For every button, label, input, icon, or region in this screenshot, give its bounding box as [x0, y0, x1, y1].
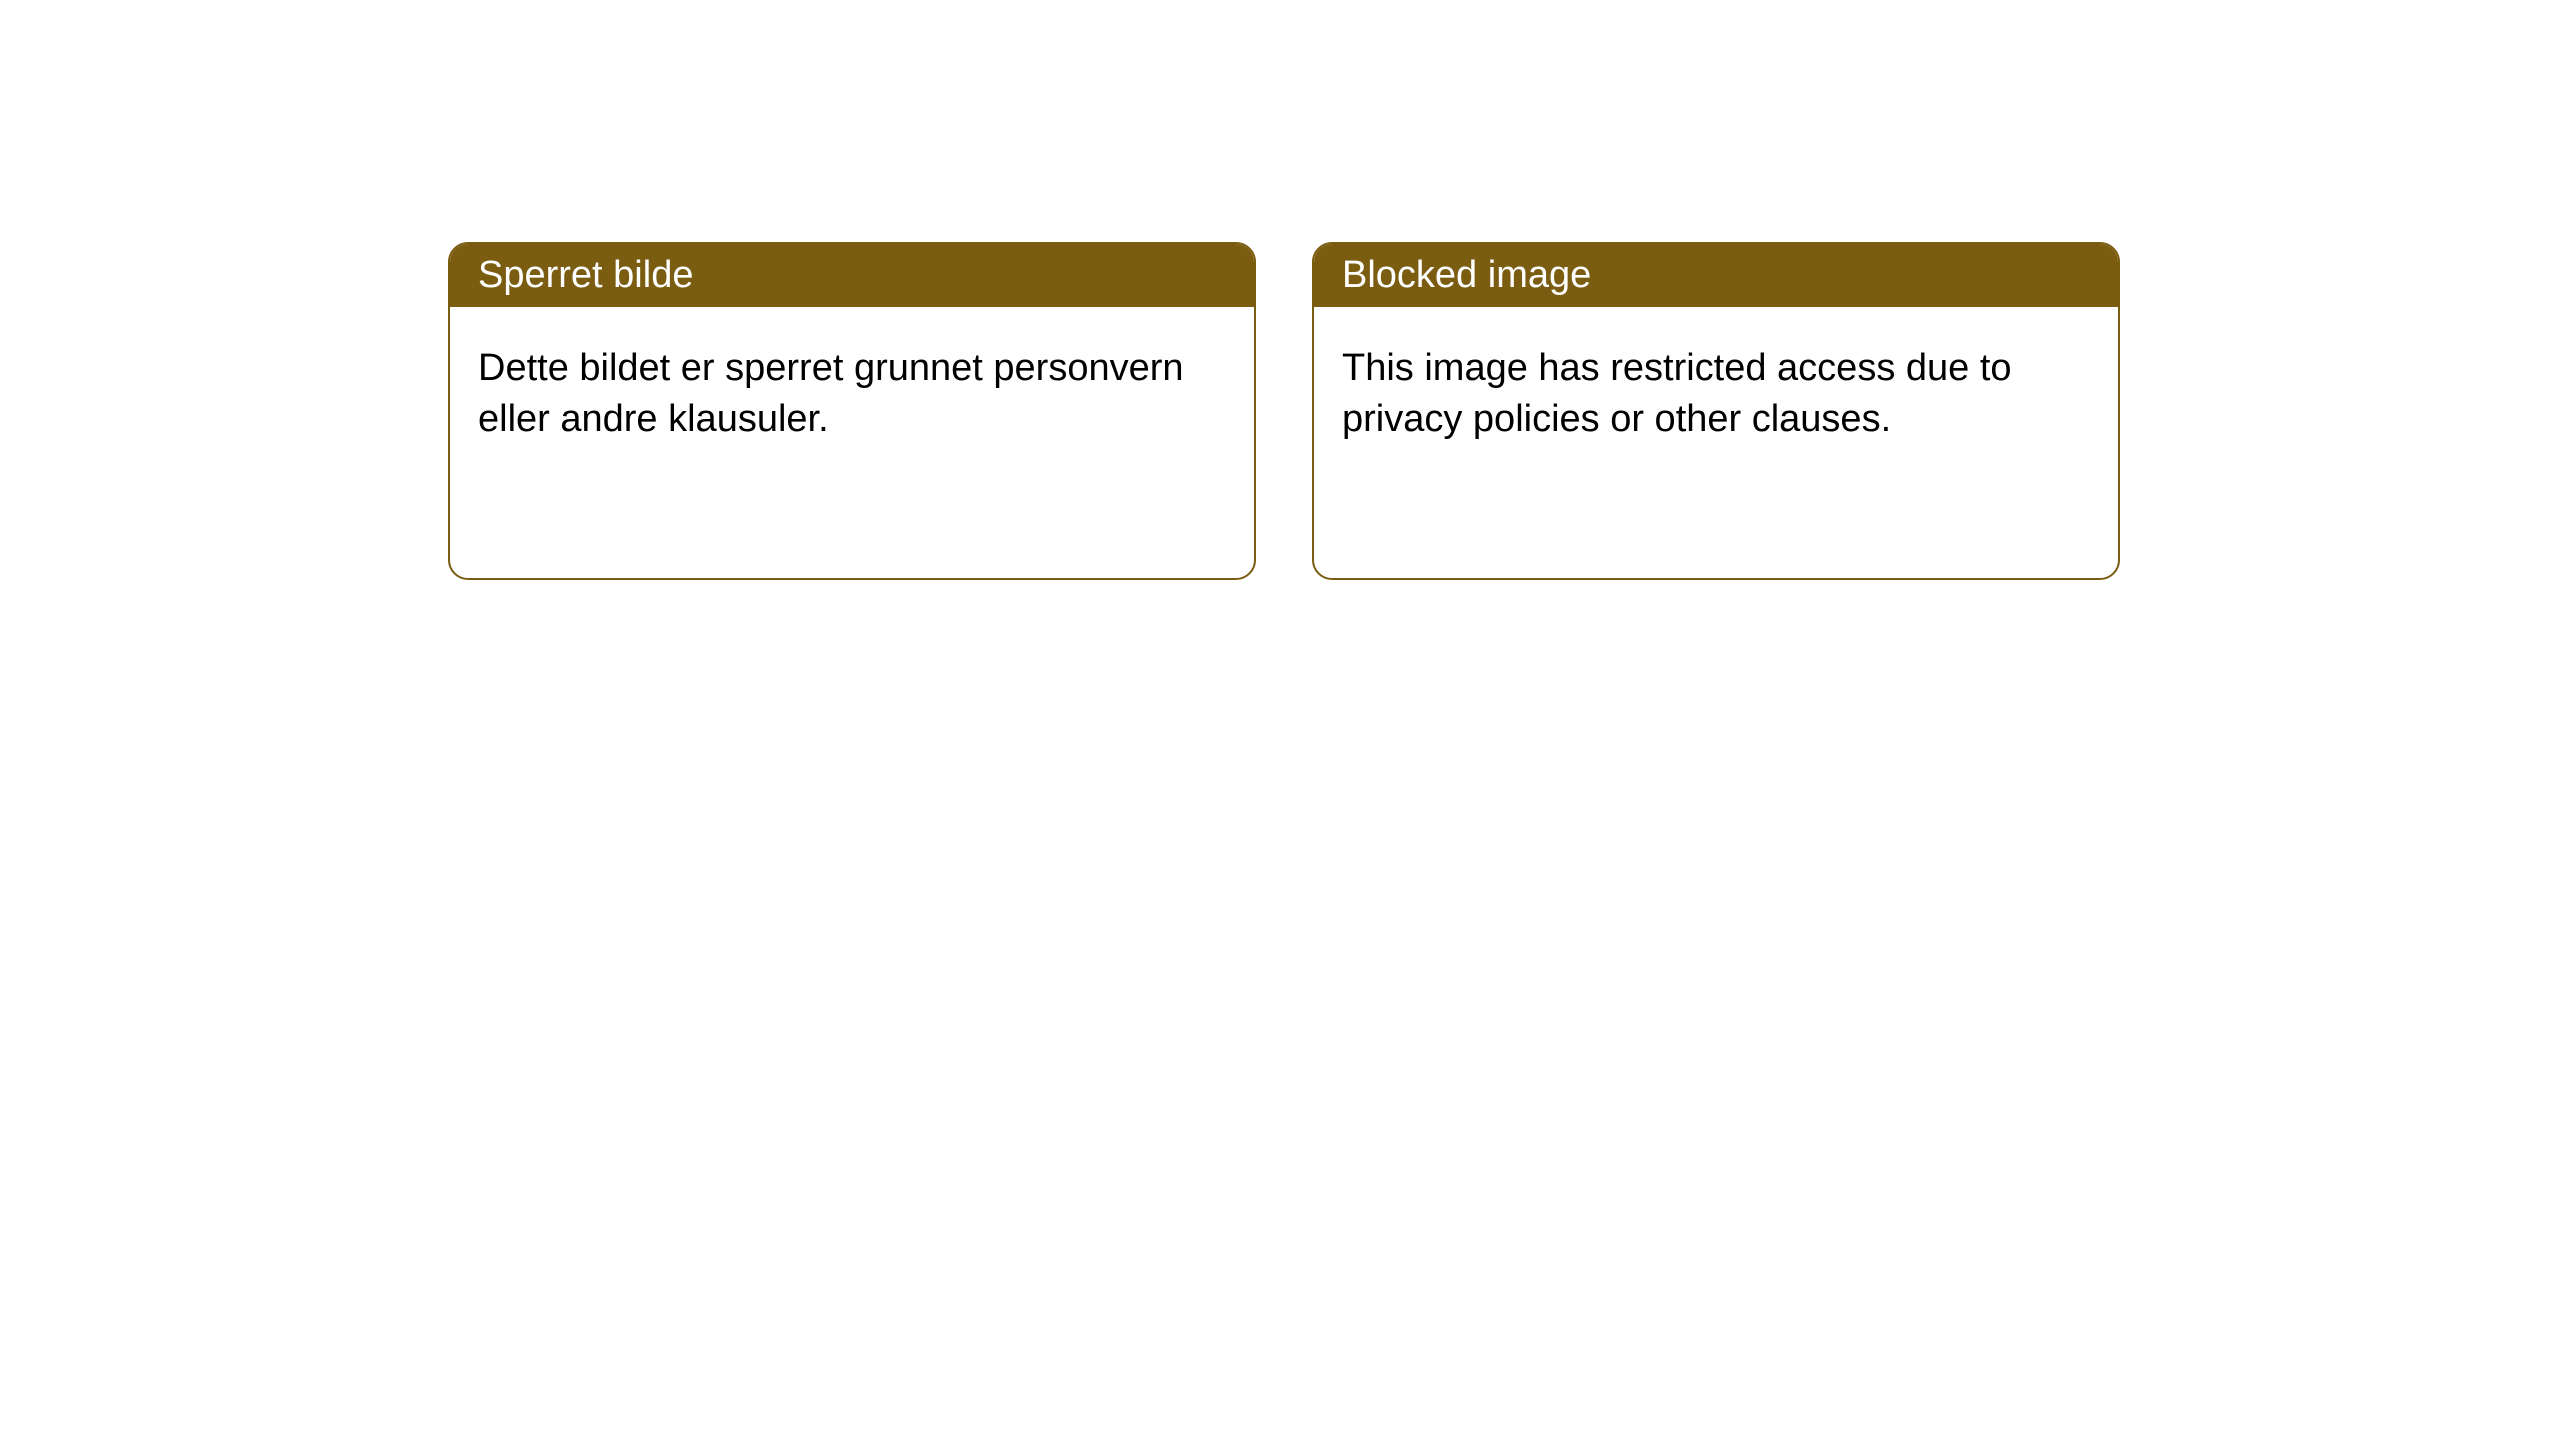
- notice-card-norwegian: Sperret bilde Dette bildet er sperret gr…: [448, 242, 1256, 580]
- notice-text: Dette bildet er sperret grunnet personve…: [478, 347, 1184, 440]
- notice-text: This image has restricted access due to …: [1342, 347, 2012, 440]
- notice-container: Sperret bilde Dette bildet er sperret gr…: [0, 0, 2560, 580]
- notice-card-english: Blocked image This image has restricted …: [1312, 242, 2120, 580]
- notice-header: Sperret bilde: [450, 244, 1254, 307]
- notice-body: This image has restricted access due to …: [1314, 307, 2118, 482]
- notice-body: Dette bildet er sperret grunnet personve…: [450, 307, 1254, 482]
- notice-title: Sperret bilde: [478, 254, 693, 296]
- notice-title: Blocked image: [1342, 254, 1591, 296]
- notice-header: Blocked image: [1314, 244, 2118, 307]
